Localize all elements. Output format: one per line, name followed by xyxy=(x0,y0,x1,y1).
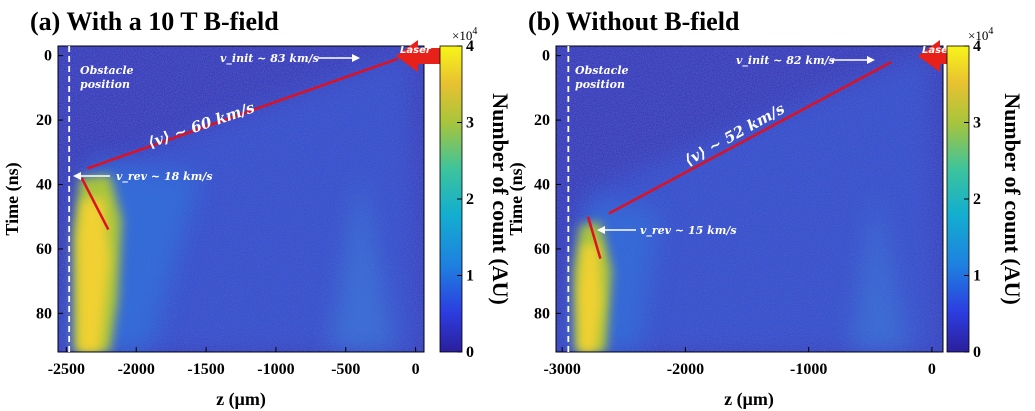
panel-a-xtick-label: -1500 xyxy=(187,361,224,378)
panel-a-obstacle-label-2: position xyxy=(80,78,130,91)
panel-b-colorbar-multiplier: ×104 xyxy=(968,26,993,43)
panel-a-vinit-label: v_init ~ 83 km/s xyxy=(220,52,319,66)
panel-b-fit-front xyxy=(608,61,892,215)
panel-b-colorbar-label: Number of count (AU) xyxy=(1000,93,1025,305)
panel-a-cb-tick-label: 3 xyxy=(466,115,474,132)
panel-a-xtick-label: 0 xyxy=(412,361,420,378)
panel-b-axes: -3000 -2000 -1000 0 0 20 40 60 80 xyxy=(534,48,936,378)
panel-b-ytick-label: 60 xyxy=(534,241,550,258)
panel-b-ytick-label: 0 xyxy=(542,48,550,65)
panel-b: (b) Without B-field Obstacle position v_… xyxy=(506,7,1025,410)
panel-a-axes: -2500 -2000 -1500 -1000 -500 0 0 20 40 60 80 xyxy=(36,48,420,378)
panel-b-jet xyxy=(850,190,910,352)
panel-a: (a) With a 10 T B-field Obstacle positio… xyxy=(2,7,513,410)
panel-b-frame xyxy=(555,45,944,353)
panel-a-ytick-label: 20 xyxy=(36,112,52,129)
panel-a-heatmap xyxy=(58,46,424,352)
panel-b-obstacle-label: Obstacle xyxy=(575,64,629,77)
panel-a-ylabel: Time (ns) xyxy=(2,162,23,235)
panel-b-vinit-label: v_init ~ 82 km/s xyxy=(736,54,835,68)
panel-b-ytick-label: 20 xyxy=(534,112,550,129)
panel-b-xtick-label: -2000 xyxy=(667,361,704,378)
panel-a-ytick-label: 0 xyxy=(44,48,52,65)
panel-b-xlabel: z (µm) xyxy=(724,389,774,410)
panel-b-ylabel: Time (ns) xyxy=(506,162,527,235)
panel-a-fit-front xyxy=(86,57,398,170)
panel-b-ytick-label: 40 xyxy=(534,177,550,194)
panel-a-cb-tick-label: 2 xyxy=(466,191,474,208)
panel-b-ytick-label: 80 xyxy=(534,305,550,322)
panel-b-vrev-label: v_rev ~ 15 km/s xyxy=(640,224,737,238)
panel-b-xtick-label: -3000 xyxy=(543,361,580,378)
panel-a-xtick-label: -2500 xyxy=(48,361,85,378)
panel-a-fit-reverse xyxy=(80,177,110,231)
panel-a-laser-arrow xyxy=(396,40,442,72)
panel-a-colorbar-multiplier: ×104 xyxy=(452,26,477,43)
panel-a-vrev-arrowhead xyxy=(73,172,81,180)
panel-a-colorbar-ticks: 0 1 2 3 4 xyxy=(457,38,474,361)
panel-b-obstacle-label-2: position xyxy=(575,78,625,91)
panel-b-cb-tick-label: 3 xyxy=(973,115,981,132)
panel-b-cb-tick-label: 0 xyxy=(973,344,981,361)
panel-b-fit-reverse xyxy=(586,216,602,259)
panel-a-ytick-label: 60 xyxy=(36,241,52,258)
panel-a-obstacle-label: Obstacle xyxy=(80,64,134,77)
panel-b-xtick-label: -1000 xyxy=(790,361,827,378)
panel-b-vrev-arrowhead xyxy=(597,226,605,234)
panel-a-vinit-arrowhead xyxy=(352,54,360,62)
panel-a-xtick-label: -1000 xyxy=(257,361,294,378)
panel-a-xlabel: z (µm) xyxy=(216,389,266,410)
panel-a-cb-tick-label: 4 xyxy=(466,38,474,55)
panel-b-cb-tick-label: 2 xyxy=(973,191,981,208)
panel-a-ytick-label: 40 xyxy=(36,177,52,194)
panel-b-cb-tick-label: 1 xyxy=(973,268,981,285)
panel-a-cb-tick-label: 0 xyxy=(466,344,474,361)
panel-b-xtick-label: 0 xyxy=(928,361,936,378)
panel-b-hot-core xyxy=(578,244,602,352)
panel-a-jet xyxy=(330,170,395,352)
panel-a-laser-label: Laser xyxy=(400,45,432,56)
panel-a-title: (a) With a 10 T B-field xyxy=(30,7,279,36)
panel-b-laser-label: Laser xyxy=(922,45,954,56)
panel-a-colorbar-label: Number of count (AU) xyxy=(488,93,513,305)
panel-b-plume xyxy=(560,50,940,352)
panel-b-title: (b) Without B-field xyxy=(528,7,740,36)
panel-b-cb-tick-label: 4 xyxy=(973,38,981,55)
panel-b-colorbar-ticks: 0 1 2 3 4 xyxy=(964,38,981,361)
panel-a-xtick-label: -2000 xyxy=(118,361,155,378)
panel-b-heatmap xyxy=(556,46,943,352)
panel-a-xtick-label: -500 xyxy=(331,361,360,378)
panel-a-ytick-label: 80 xyxy=(36,305,52,322)
panel-b-vinit-arrowhead xyxy=(867,56,875,64)
panel-a-cb-tick-label: 1 xyxy=(466,268,474,285)
panel-a-vrev-label: v_rev ~ 18 km/s xyxy=(116,170,213,184)
panel-a-frame xyxy=(57,45,425,353)
panel-a-hot-core xyxy=(77,198,110,352)
